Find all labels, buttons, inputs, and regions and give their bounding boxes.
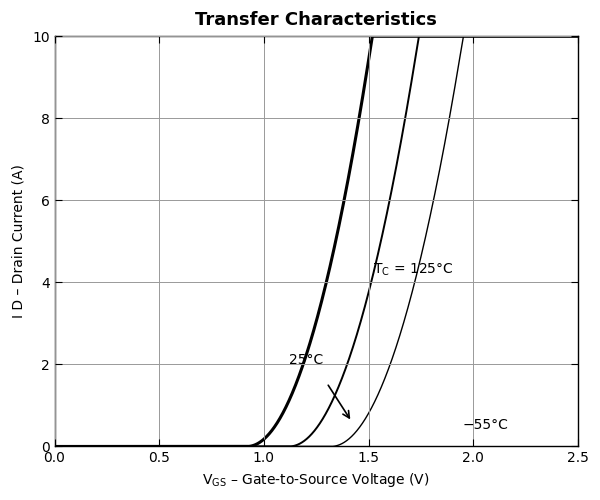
Text: $\mathregular{T_C}$ = 125°C: $\mathregular{T_C}$ = 125°C: [373, 262, 454, 278]
Title: Transfer Characteristics: Transfer Characteristics: [196, 11, 437, 29]
X-axis label: $\mathregular{V_{GS}}$ – Gate-to-Source Voltage (V): $\mathregular{V_{GS}}$ – Gate-to-Source …: [202, 471, 430, 489]
Y-axis label: I D – Drain Current (A): I D – Drain Current (A): [11, 164, 25, 318]
Text: −55°C: −55°C: [463, 418, 509, 432]
Text: 25°C: 25°C: [289, 354, 323, 368]
